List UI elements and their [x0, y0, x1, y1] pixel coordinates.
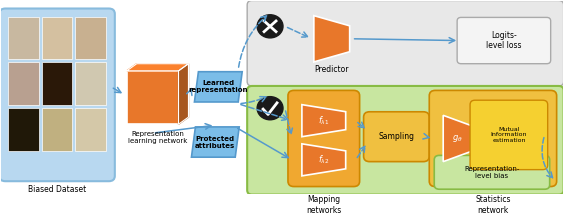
Text: Statistics
network: Statistics network	[475, 195, 511, 215]
Polygon shape	[179, 64, 188, 124]
FancyBboxPatch shape	[434, 155, 550, 189]
Text: $g_{\theta}$: $g_{\theta}$	[452, 133, 462, 144]
Circle shape	[257, 97, 283, 120]
FancyBboxPatch shape	[8, 108, 39, 151]
Text: Logits-
level loss: Logits- level loss	[486, 31, 522, 50]
Text: Biased Dataset: Biased Dataset	[28, 185, 86, 194]
FancyBboxPatch shape	[42, 62, 72, 105]
FancyBboxPatch shape	[76, 62, 106, 105]
FancyBboxPatch shape	[8, 16, 39, 59]
FancyBboxPatch shape	[0, 8, 115, 181]
FancyBboxPatch shape	[42, 16, 72, 59]
Polygon shape	[314, 16, 350, 62]
Text: Predictor: Predictor	[315, 65, 349, 74]
Text: Sampling: Sampling	[378, 132, 415, 141]
FancyBboxPatch shape	[8, 62, 39, 105]
Text: Representation-
level bias: Representation- level bias	[464, 166, 519, 179]
FancyBboxPatch shape	[364, 112, 429, 162]
FancyBboxPatch shape	[42, 108, 72, 151]
Text: Representation
learning network: Representation learning network	[128, 131, 187, 144]
Bar	[127, 71, 179, 124]
Text: Learned
representation: Learned representation	[188, 80, 248, 93]
Polygon shape	[191, 127, 239, 157]
Text: Protected
attributes: Protected attributes	[195, 135, 235, 149]
FancyBboxPatch shape	[429, 91, 557, 187]
Circle shape	[257, 15, 283, 38]
Polygon shape	[127, 64, 188, 71]
Text: Mapping
networks: Mapping networks	[306, 195, 341, 215]
FancyBboxPatch shape	[76, 108, 106, 151]
Polygon shape	[195, 72, 242, 102]
FancyBboxPatch shape	[288, 91, 360, 187]
FancyBboxPatch shape	[76, 16, 106, 59]
FancyBboxPatch shape	[247, 0, 563, 86]
Text: $f_{\lambda 1}$: $f_{\lambda 1}$	[318, 114, 329, 127]
Text: Mutual
Information
estimation: Mutual Information estimation	[491, 127, 527, 143]
Polygon shape	[302, 144, 346, 176]
FancyBboxPatch shape	[470, 100, 548, 170]
Polygon shape	[443, 115, 471, 162]
FancyBboxPatch shape	[457, 17, 550, 64]
Polygon shape	[302, 105, 346, 137]
FancyBboxPatch shape	[247, 86, 563, 195]
Text: $f_{\lambda 2}$: $f_{\lambda 2}$	[318, 154, 329, 166]
